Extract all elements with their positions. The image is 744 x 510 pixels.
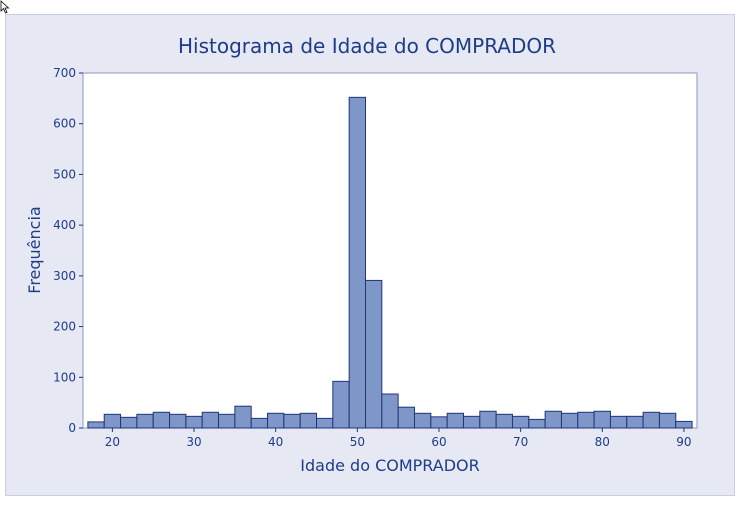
histogram-bar [658,412,677,429]
histogram-bar [430,416,448,429]
x-tick-label: 60 [431,435,446,449]
histogram-bar [136,413,154,429]
x-tick-label: 90 [676,435,691,449]
histogram-bar [479,410,497,429]
x-tick-label: 70 [513,435,528,449]
histogram-bar [316,417,334,429]
histogram-bar [283,413,301,429]
histogram-bar [87,421,105,429]
x-tick-label: 50 [350,435,365,449]
y-tick-label: 400 [53,218,76,232]
axes-group: 20 30 40 50 60 70 80 90 0 100 200 300 400 500 600 700 [53,66,691,449]
histogram-bar [152,411,171,429]
histogram-bar [103,413,122,429]
histogram-bar [250,417,269,429]
y-tick-label: 500 [53,167,76,181]
histogram-bar [626,415,644,429]
histogram-bar [120,416,138,429]
histogram-bar [609,415,628,429]
histogram-bar [462,415,481,429]
x-axis-label: Idade do COMPRADOR [300,456,479,475]
histogram-bar [365,279,383,429]
histogram-bar [267,412,285,429]
chart-title: Histograma de Idade do COMPRADOR [178,34,556,58]
histogram-bar [446,412,464,429]
x-tick-label: 40 [268,435,283,449]
histogram-bar [201,411,220,429]
histogram-bar [544,410,562,429]
x-tick-label: 80 [595,435,610,449]
histogram-bar [511,415,530,429]
plot-area [82,72,698,429]
histogram-bar [299,412,318,429]
histogram-bar [218,413,236,429]
x-tick-label: 20 [105,435,120,449]
histogram-bar [593,410,611,429]
histogram-bar [577,411,595,429]
mouse-cursor-icon [0,0,10,14]
histogram-bar [495,413,513,429]
y-axis-label: Frequência [25,206,44,293]
histogram-bar [348,96,367,429]
histogram-bar [675,420,693,429]
y-tick-label: 0 [68,421,76,435]
x-tick-label: 30 [186,435,201,449]
histogram-bar [560,412,579,429]
histogram-bar [413,412,432,429]
histogram-bar [397,406,415,429]
histogram-bar [169,413,187,429]
histogram-bar [642,411,660,429]
histogram-bar [234,405,252,429]
y-tick-label: 600 [53,117,76,131]
y-tick-label: 300 [53,269,76,283]
histogram-bar [332,380,350,429]
y-tick-label: 100 [53,370,76,384]
histogram-bar [381,393,399,429]
y-tick-label: 200 [53,320,76,334]
histogram-bar [528,418,546,429]
histogram-bar [185,415,203,429]
y-tick-label: 700 [53,66,76,80]
